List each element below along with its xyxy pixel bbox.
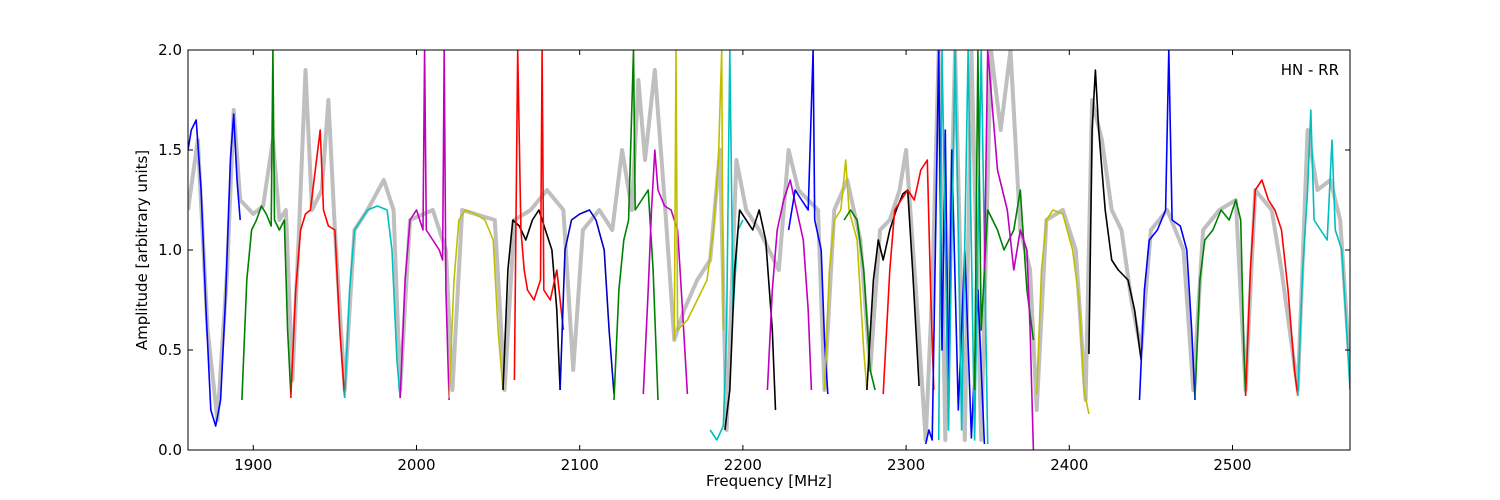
series-line-11 (642, 149, 689, 395)
series-line-5 (399, 50, 450, 401)
series-line-29 (1244, 179, 1299, 397)
series-line-4 (343, 205, 401, 399)
x-axis: 1900 2000 2100 2200 2300 2400 2500 (234, 50, 1252, 474)
y-tick-label-3: 1.5 (158, 141, 182, 159)
x-tick-label-2100: 2100 (561, 456, 599, 474)
y-tick-label-2: 1.0 (158, 241, 182, 259)
series-line-16 (787, 50, 829, 395)
series-line-2 (241, 50, 292, 401)
x-tick-label-2400: 2400 (1050, 456, 1088, 474)
series-line-12 (673, 50, 725, 341)
series-line-14 (724, 209, 777, 431)
series-line-19 (866, 189, 920, 391)
series-line-27 (1138, 50, 1196, 401)
y-tick-label-1: 0.5 (158, 341, 182, 359)
y-axis-label: Amplitude [arbitrary units] (133, 150, 151, 350)
y-tick-label-4: 2.0 (158, 41, 182, 59)
x-tick-label-2500: 2500 (1213, 456, 1251, 474)
series-line-8 (513, 50, 565, 381)
series-line-24 (983, 50, 1035, 450)
reference-band (188, 50, 1350, 442)
x-tick-label-2300: 2300 (887, 456, 925, 474)
series-line-6 (448, 209, 504, 399)
x-tick-label-1900: 1900 (234, 456, 272, 474)
series-line-18 (843, 209, 876, 391)
series-line-17 (823, 159, 868, 391)
x-tick-label-2200: 2200 (724, 456, 762, 474)
series-line-25 (1035, 209, 1090, 415)
plot-lines (188, 50, 1350, 450)
series-line-3 (290, 129, 346, 399)
series-line-26 (1088, 69, 1142, 361)
series-line-28 (1194, 199, 1247, 399)
series-line-9 (559, 209, 615, 395)
x-axis-label: Frequency [MHz] (706, 472, 832, 490)
series-line-30 (1297, 109, 1350, 397)
series-line-1 (188, 113, 241, 427)
x-tick-label-2000: 2000 (397, 456, 435, 474)
series-line-20 (882, 159, 935, 395)
series-line-15 (766, 179, 813, 391)
y-axis: 0.0 0.5 1.0 1.5 2.0 (158, 41, 1350, 459)
y-tick-label-0: 0.0 (158, 441, 182, 459)
plot-annotation: HN - RR (1281, 61, 1339, 79)
series-line-7 (502, 209, 561, 391)
